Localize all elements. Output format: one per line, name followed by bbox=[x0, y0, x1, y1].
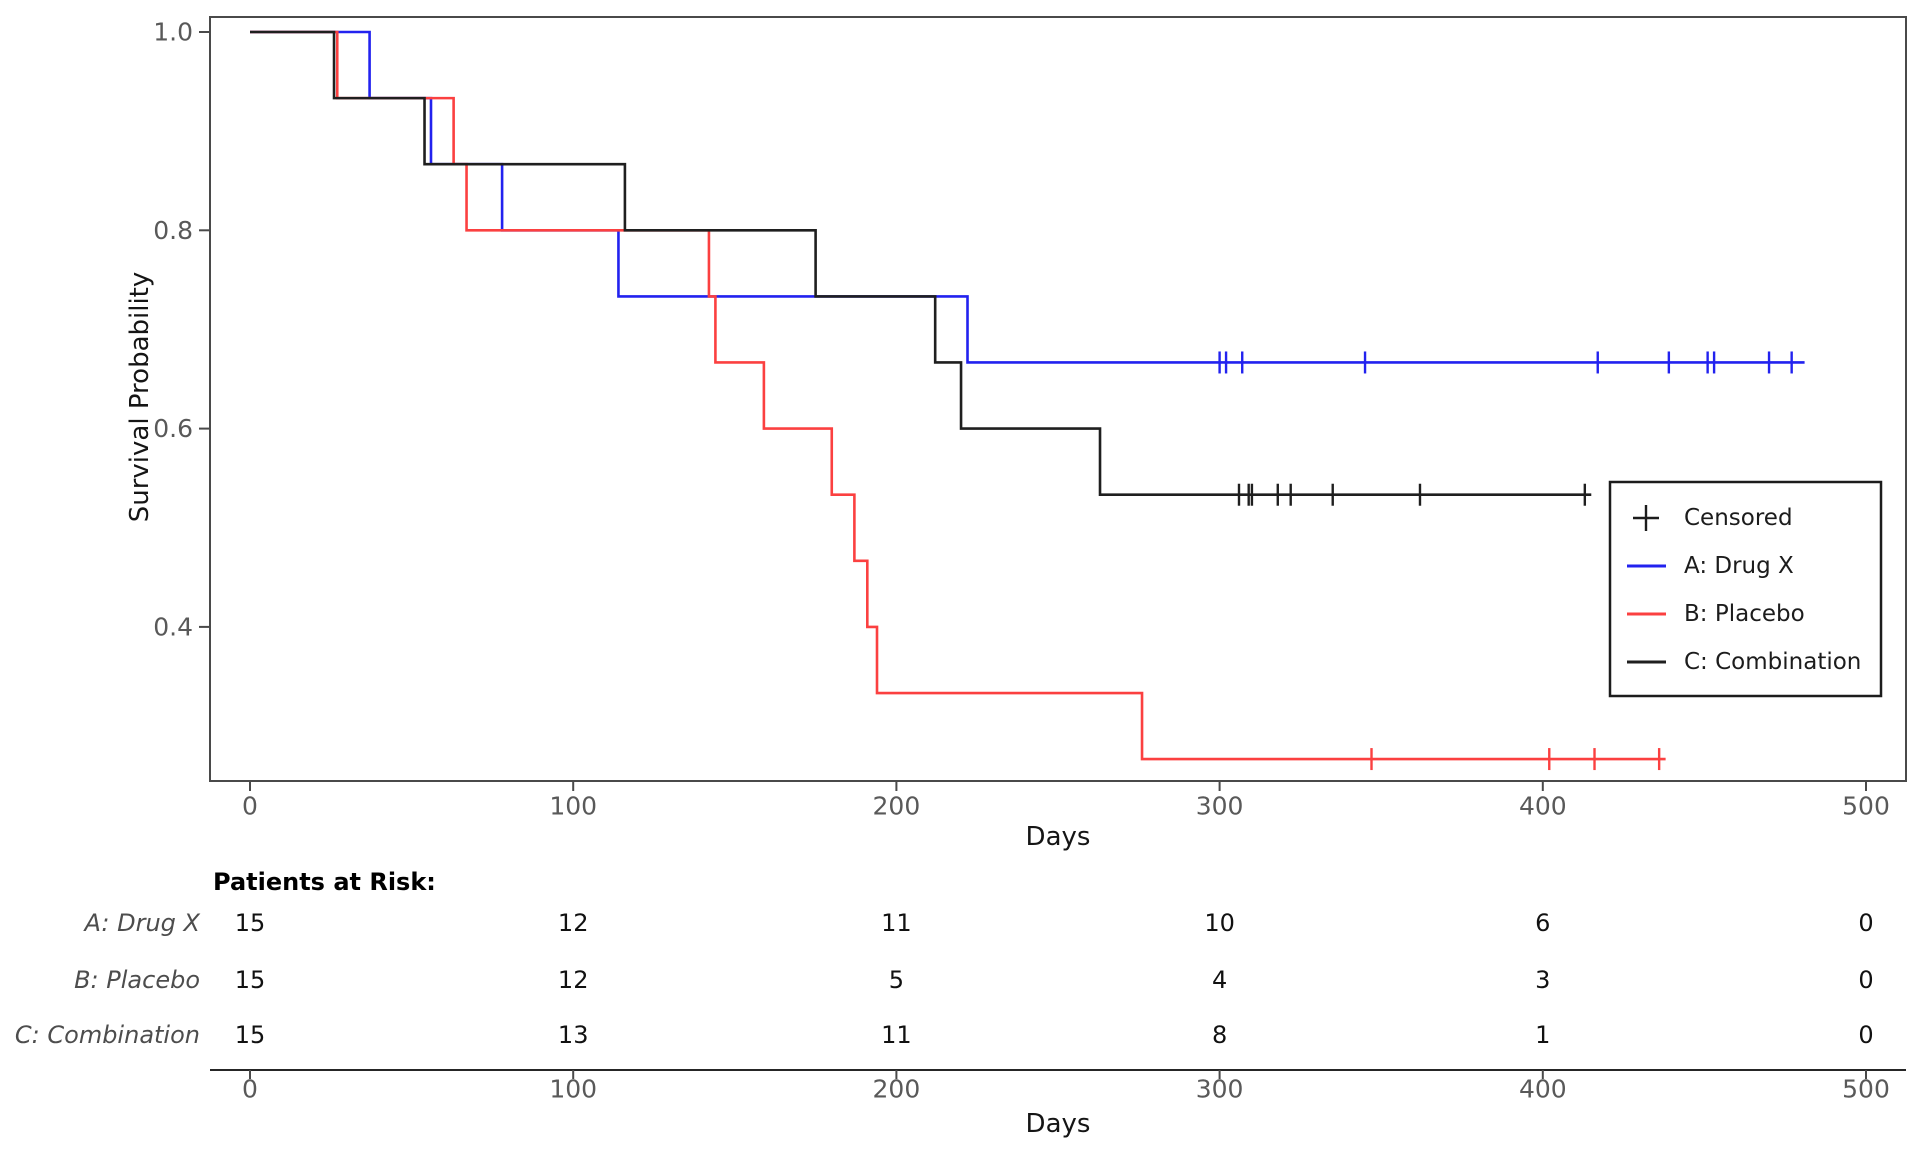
risk-count: 8 bbox=[1212, 1021, 1227, 1049]
plus-icon bbox=[1633, 505, 1659, 531]
y-tick-label: 0.6 bbox=[153, 414, 193, 443]
risk-count: 11 bbox=[881, 909, 912, 937]
risk-axis-tick-label: 200 bbox=[873, 1075, 921, 1104]
legend: Censored A: Drug X B: Placebo C: Combina… bbox=[1608, 480, 1883, 698]
risk-count: 15 bbox=[235, 1021, 266, 1049]
x-axis-label: Days bbox=[1026, 822, 1091, 852]
risk-axis-tick-label: 400 bbox=[1519, 1075, 1567, 1104]
risk-row-label-drug-x: A: Drug X bbox=[83, 909, 201, 937]
risk-count: 3 bbox=[1535, 966, 1550, 994]
survival-curves bbox=[250, 30, 1805, 761]
risk-count: 0 bbox=[1858, 1021, 1873, 1049]
risk-counts: 15 12 11 10 6 015 12 5 4 3 015 13 11 8 1 0 bbox=[235, 909, 1874, 1049]
legend-label: B: Placebo bbox=[1684, 601, 1805, 627]
risk-axis-tick-label: 300 bbox=[1196, 1075, 1244, 1104]
risk-table: Patients at Risk: A: Drug X B: Placebo C… bbox=[15, 868, 1906, 1139]
series-path-2 bbox=[250, 30, 1666, 761]
risk-count: 0 bbox=[1858, 966, 1873, 994]
x-axis-ticks: 0 100 200 300 400 500 bbox=[242, 781, 1890, 821]
y-tick-label: 0.8 bbox=[153, 216, 193, 245]
risk-table-title: Patients at Risk: bbox=[213, 868, 436, 896]
legend-item-censored: Censored bbox=[1633, 505, 1793, 531]
risk-count: 4 bbox=[1212, 966, 1227, 994]
legend-label: A: Drug X bbox=[1684, 553, 1794, 579]
censor-marks bbox=[1218, 351, 1793, 771]
y-tick-label: 1.0 bbox=[153, 18, 193, 47]
risk-row-label-combination: C: Combination bbox=[15, 1021, 200, 1049]
risk-count: 1 bbox=[1535, 1021, 1550, 1049]
x-tick-label: 0 bbox=[242, 792, 258, 821]
risk-count: 11 bbox=[881, 1021, 912, 1049]
x-tick-label: 100 bbox=[549, 792, 597, 821]
risk-count: 15 bbox=[235, 966, 266, 994]
risk-count: 0 bbox=[1858, 909, 1873, 937]
legend-item-combination: C: Combination bbox=[1627, 649, 1861, 675]
risk-count: 5 bbox=[889, 966, 904, 994]
x-tick-label: 400 bbox=[1519, 792, 1567, 821]
risk-count: 12 bbox=[558, 909, 589, 937]
legend-label: Censored bbox=[1684, 505, 1793, 531]
legend-item-drug-x: A: Drug X bbox=[1627, 553, 1794, 579]
risk-axis-tick-label: 100 bbox=[549, 1075, 597, 1104]
x-tick-label: 500 bbox=[1842, 792, 1890, 821]
risk-table-x-axis-label: Days bbox=[1026, 1109, 1091, 1139]
risk-count: 6 bbox=[1535, 909, 1550, 937]
y-tick-label: 0.4 bbox=[153, 612, 193, 641]
risk-count: 15 bbox=[235, 909, 266, 937]
risk-count: 13 bbox=[558, 1021, 589, 1049]
series-path-1 bbox=[250, 30, 1805, 364]
legend-label: C: Combination bbox=[1684, 649, 1861, 675]
x-tick-label: 300 bbox=[1196, 792, 1244, 821]
y-axis-ticks: 1.0 0.8 0.6 0.4 bbox=[153, 18, 210, 641]
x-tick-label: 200 bbox=[873, 792, 921, 821]
y-axis-label: Survival Probability bbox=[125, 272, 155, 523]
risk-count: 10 bbox=[1204, 909, 1235, 937]
plot-frame bbox=[209, 16, 1907, 782]
risk-table-axis-ticks: 0 100 200 300 400 500 bbox=[242, 1070, 1890, 1104]
series-path-3 bbox=[250, 30, 1592, 497]
risk-count: 12 bbox=[558, 966, 589, 994]
risk-row-label-placebo: B: Placebo bbox=[74, 966, 200, 994]
risk-axis-tick-label: 500 bbox=[1842, 1075, 1890, 1104]
legend-item-placebo: B: Placebo bbox=[1627, 601, 1805, 627]
risk-axis-tick-label: 0 bbox=[242, 1075, 258, 1104]
